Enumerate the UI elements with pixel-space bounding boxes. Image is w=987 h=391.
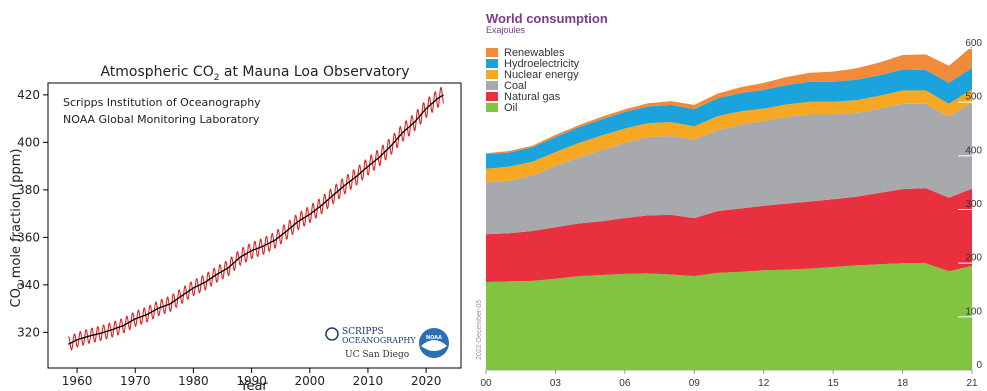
co2-x-tick-label: 2000 <box>294 374 325 388</box>
consumption-areas <box>486 46 972 370</box>
legend-swatch <box>486 48 498 57</box>
consumption-y-tick-label: 0 <box>976 360 982 371</box>
world-consumption-chart: World consumption Exajoules RenewablesHy… <box>476 11 982 389</box>
legend-swatch <box>486 81 498 90</box>
consumption-y-tick-label: 500 <box>965 92 982 103</box>
area-oil <box>486 263 972 370</box>
scripps-logo: SCRIPPS OCEANOGRAPHY UC San Diego <box>325 327 416 360</box>
credit-scripps: Scripps Institution of Oceanography <box>63 96 261 109</box>
consumption-x-tick-label: 18 <box>897 378 909 389</box>
consumption-x-axis: 00 03 06 09 12 15 18 21 <box>480 369 978 389</box>
consumption-y-tick-label: 600 <box>965 38 982 49</box>
area-coal <box>486 102 972 235</box>
co2-x-axis: 1960 1970 1980 1990 2000 2010 2020 <box>62 368 442 388</box>
consumption-y-axis: 0 100 200 300 400 500 600 <box>958 38 982 371</box>
legend-label: Oil <box>504 102 517 114</box>
co2-x-axis-title: Year <box>239 379 268 391</box>
consumption-x-tick-label: 09 <box>689 378 701 389</box>
consumption-x-tick-label: 21 <box>966 378 978 389</box>
area-renewables <box>486 46 972 155</box>
legend-swatch <box>486 70 498 79</box>
consumption-y-tick-label: 400 <box>965 145 982 156</box>
legend-label: Nuclear energy <box>504 69 579 81</box>
co2-x-tick-label: 1980 <box>178 374 209 388</box>
consumption-x-tick-label: 00 <box>480 378 492 389</box>
co2-y-tick-label: 380 <box>17 183 40 197</box>
legend-swatch <box>486 59 498 68</box>
svg-text:NOAA: NOAA <box>426 335 442 341</box>
legend-label: Hydroelectricity <box>504 58 580 70</box>
consumption-x-tick-label: 15 <box>828 378 840 389</box>
co2-y-axis-title: CO2 mole fraction (ppm) <box>9 149 27 308</box>
svg-text:UC San Diego: UC San Diego <box>345 350 409 360</box>
legend-swatch <box>486 92 498 101</box>
area-natural-gas <box>486 188 972 282</box>
legend-label: Natural gas <box>504 91 561 103</box>
co2-y-tick-label: 320 <box>17 325 40 339</box>
co2-x-tick-label: 1990 <box>236 374 267 388</box>
co2-x-tick-label: 2020 <box>411 374 442 388</box>
consumption-x-tick-label: 12 <box>758 378 770 389</box>
chart-date-note: 2022-December-05 <box>476 300 483 360</box>
co2-chart-title: Atmospheric CO2 at Mauna Loa Observatory <box>100 64 409 83</box>
noaa-logo: NOAA <box>419 328 449 358</box>
co2-x-tick-label: 1970 <box>120 374 151 388</box>
consumption-y-tick-label: 100 <box>965 306 982 317</box>
co2-x-tick-label: 1960 <box>62 374 93 388</box>
co2-chart: Atmospheric CO2 at Mauna Loa Observatory… <box>9 64 462 391</box>
legend-swatch <box>486 103 498 112</box>
consumption-y-tick-label: 300 <box>965 199 982 210</box>
consumption-title: World consumption <box>486 11 608 26</box>
legend-label: Renewables <box>504 47 565 59</box>
consumption-y-tick-label: 200 <box>965 253 982 264</box>
credit-noaa: NOAA Global Monitoring Laboratory <box>63 113 260 126</box>
co2-y-axis: 320 340 360 380 400 420 <box>17 88 48 339</box>
consumption-x-tick-label: 06 <box>619 378 631 389</box>
consumption-x-tick-label: 03 <box>550 378 562 389</box>
svg-text:OCEANOGRAPHY: OCEANOGRAPHY <box>342 336 416 345</box>
co2-y-tick-label: 400 <box>17 135 40 149</box>
co2-trend-line <box>67 94 444 345</box>
co2-plot-frame <box>47 82 462 369</box>
svg-text:SCRIPPS: SCRIPPS <box>342 327 384 337</box>
co2-y-tick-label: 420 <box>17 88 40 102</box>
co2-y-tick-label: 340 <box>17 278 40 292</box>
area-nuclear-energy <box>486 89 972 183</box>
co2-seasonal-line <box>67 87 445 351</box>
co2-x-tick-label: 2010 <box>353 374 384 388</box>
legend-label: Coal <box>504 80 527 92</box>
consumption-subtitle: Exajoules <box>486 25 526 35</box>
co2-y-tick-label: 360 <box>17 230 40 244</box>
area-hydroelectricity <box>486 67 972 169</box>
